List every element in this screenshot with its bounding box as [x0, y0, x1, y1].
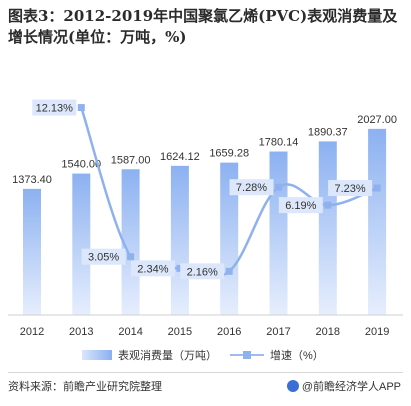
bar-2014 [121, 169, 140, 315]
growth-marker-2017 [275, 183, 282, 191]
bar-label-2016: 1659.28 [209, 148, 249, 160]
credit: @前瞻经济学人APP [286, 378, 401, 394]
growth-marker-2015 [176, 264, 184, 272]
bar-label-2019: 2027.00 [357, 114, 397, 126]
legend: 表观消费量（万吨） 增速（%） [0, 347, 411, 365]
bar-2015 [170, 165, 189, 315]
bar-2016 [220, 162, 239, 315]
x-tick-2017: 2017 [266, 326, 290, 338]
growth-label-box-2016 [180, 263, 225, 280]
bar-2013 [72, 173, 91, 315]
bar-2017 [269, 151, 288, 315]
footer-divider [8, 372, 403, 373]
growth-label-box-2015 [130, 260, 175, 277]
x-tick-2018: 2018 [316, 326, 340, 338]
x-tick-2019: 2019 [365, 326, 389, 338]
growth-label-box-2019 [328, 180, 373, 197]
legend-item-consumption: 表观消费量（万吨） [82, 347, 217, 363]
line-value-labels: 12.13% 3.05% 2.34% 2.16% 7.28% 6.19% 7.23% [32, 99, 373, 280]
growth-label-2019: 7.23% [334, 183, 365, 195]
bar-label-2018: 1890.37 [308, 126, 348, 138]
growth-marker-2018 [324, 201, 332, 209]
growth-label-box-2013 [32, 99, 77, 116]
bar-series [23, 128, 387, 315]
bar-label-2014: 1587.00 [111, 154, 151, 166]
chart-canvas: 1373.40 1540.00 1587.00 1624.12 1659.28 1780.… [8, 99, 403, 338]
growth-marker-2013 [77, 104, 85, 112]
legend-bar-swatch [82, 350, 112, 360]
legend-line-swatch [230, 350, 264, 360]
bar-label-2012: 1373.40 [12, 174, 52, 186]
credit-text: @前瞻经济学人APP [301, 381, 401, 393]
growth-marker-2019 [373, 184, 381, 192]
x-tick-2014: 2014 [118, 326, 142, 338]
bar-2019 [368, 128, 387, 315]
chart-title: 图表3：2012-2019年中国聚氯乙烯(PVC)表观消费量及增长情况(单位：万… [8, 7, 398, 46]
x-tick-2013: 2013 [69, 326, 93, 338]
x-tick-2012: 2012 [20, 326, 44, 338]
legend-bar-label: 表观消费量（万吨） [118, 350, 217, 362]
line-series [77, 104, 381, 279]
bar-label-2013: 1540.00 [61, 159, 101, 171]
source-note: 资料来源：前瞻产业研究院整理 [8, 381, 162, 393]
bar-2012 [23, 188, 41, 315]
bar-2018 [318, 141, 337, 315]
growth-label-2016: 2.16% [187, 266, 218, 278]
x-tick-2016: 2016 [217, 326, 241, 338]
growth-label-2014: 3.05% [88, 252, 119, 264]
x-tick-2015: 2015 [168, 326, 192, 338]
legend-item-growth: 增速（%） [230, 347, 324, 363]
growth-marker-2016 [225, 267, 233, 275]
growth-label-box-2017 [229, 179, 274, 196]
legend-line-label: 增速（%） [270, 350, 324, 362]
brand-icon [286, 380, 299, 392]
growth-label-box-2018 [278, 197, 323, 214]
x-axis: 2012 2013 2014 2015 2016 2017 2018 2019 [8, 314, 403, 338]
growth-label-2017: 7.28% [236, 182, 267, 194]
growth-label-2013: 12.13% [36, 103, 74, 115]
bar-label-2015: 1624.12 [160, 151, 200, 163]
growth-label-2018: 6.19% [285, 200, 316, 212]
growth-label-box-2014 [81, 248, 126, 265]
bar-label-2017: 1780.14 [259, 137, 299, 149]
growth-label-2015: 2.34% [137, 263, 168, 275]
growth-marker-2014 [127, 253, 135, 261]
bar-value-labels: 1373.40 1540.00 1587.00 1624.12 1659.28 1780.… [12, 114, 397, 186]
